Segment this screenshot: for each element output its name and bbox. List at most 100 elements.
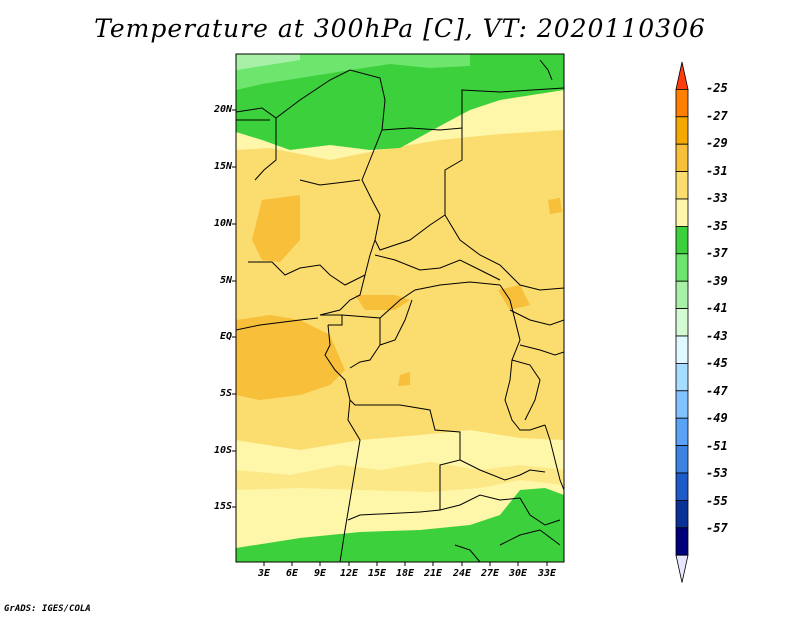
lon-ticks — [263, 562, 548, 566]
border-kenya — [509, 309, 564, 326]
colorbar-label: -29 — [706, 136, 728, 150]
border-congo-north — [379, 281, 501, 319]
colorbar-segment — [675, 171, 689, 200]
colorbar-segment — [675, 253, 689, 282]
colorbar-segment — [675, 198, 689, 227]
colorbar-label: -45 — [706, 356, 728, 370]
colorbar-label: -51 — [706, 439, 728, 453]
border-zambia-south — [439, 494, 521, 511]
colorbar-segment — [675, 472, 689, 501]
border-south — [454, 544, 481, 562]
colorbar-segment — [675, 89, 689, 118]
border-mozambique — [519, 497, 561, 526]
colorbar-segment — [675, 499, 689, 529]
border-congo-drc — [379, 299, 413, 346]
colorbar-segment — [675, 225, 689, 255]
lat-label-eq: EQ — [219, 331, 232, 342]
coast-gulf-guinea — [236, 317, 319, 331]
colorbar-label: -49 — [706, 411, 728, 425]
colorbar-label: -37 — [706, 246, 728, 260]
border-nigeria-north — [299, 179, 361, 186]
colorbar-segment — [675, 116, 689, 145]
lat-label-5n: 5N — [219, 275, 232, 286]
colorbar-label: -43 — [706, 329, 728, 343]
lat-label-15s: 15S — [213, 501, 232, 512]
colorbar-label: -35 — [706, 219, 728, 233]
patch-29-central — [355, 295, 410, 310]
patch-29-small — [398, 372, 410, 386]
colorbar-label: -55 — [706, 494, 728, 508]
border-lake — [511, 359, 541, 421]
border-cameroon — [319, 274, 366, 316]
colorbar-label: -39 — [706, 274, 728, 288]
colorbar-arrow-bottom — [675, 554, 689, 583]
lon-label-30e: 30E — [508, 568, 528, 579]
border-angola-coast — [339, 399, 361, 562]
colorbar — [675, 61, 689, 583]
border-gabon-congo — [341, 314, 381, 369]
colorbar-segment — [675, 527, 689, 556]
colorbar-segment — [675, 143, 689, 172]
border-zambia — [459, 459, 546, 481]
colorbar-segment — [675, 280, 689, 310]
border-eq-guinea — [320, 314, 343, 326]
colorbar-segment — [675, 362, 689, 392]
border-west — [254, 118, 277, 181]
border-tanzania — [544, 424, 564, 491]
lon-label-27e: 27E — [480, 568, 500, 579]
lon-label-6e: 6E — [285, 568, 299, 579]
border-sudan-south — [444, 214, 564, 291]
border-niger-nigeria — [236, 69, 386, 286]
map-title: Temperature at 300hPa [C], VT: 202011030… — [94, 14, 706, 43]
lat-label-10n: 10N — [213, 218, 232, 229]
south-green-37 — [236, 488, 564, 562]
colorbar-arrow-top — [675, 61, 689, 90]
border-drc-east — [499, 284, 546, 431]
border-gabon-coast — [324, 324, 351, 401]
lon-label-12e: 12E — [339, 568, 359, 579]
colorbar-segment — [675, 390, 689, 419]
colorbar-label: -53 — [706, 466, 728, 480]
lat-label-15n: 15N — [213, 161, 232, 172]
border-sudan-north — [461, 87, 564, 128]
credit-text: GrADS: IGES/COLA — [4, 604, 91, 614]
patch-29-nigeria — [252, 195, 300, 262]
lon-label-3e: 3E — [257, 568, 271, 579]
colorbar-segment — [675, 445, 689, 474]
coast-north-east — [539, 59, 553, 81]
lon-label-24e: 24E — [452, 568, 472, 579]
lat-label-10s: 10S — [213, 445, 232, 456]
temperature-field — [236, 54, 564, 562]
north-green-41 — [236, 54, 300, 70]
colorbar-label: -25 — [706, 81, 728, 95]
lat-label-20n: 20N — [213, 104, 232, 115]
border-uganda — [519, 344, 564, 356]
border-car — [374, 254, 501, 281]
border-chad — [374, 127, 463, 251]
patch-29-ne — [548, 198, 562, 214]
colorbar-label: -33 — [706, 191, 728, 205]
colorbar-segment — [675, 308, 689, 337]
north-green-37 — [236, 54, 564, 150]
lon-label-15e: 15E — [367, 568, 387, 579]
lon-label-18e: 18E — [395, 568, 415, 579]
colorbar-segment — [675, 417, 689, 447]
colorbar-label: -27 — [706, 109, 728, 123]
lat-label-5s: 5S — [219, 388, 232, 399]
lon-label-33e: 33E — [537, 568, 557, 579]
colorbar-label: -47 — [706, 384, 728, 398]
border-angola-namibia — [347, 511, 421, 521]
border-angola-drc — [349, 399, 461, 513]
patch-29-gulf — [236, 315, 345, 400]
colorbar-label: -41 — [706, 301, 728, 315]
colorbar-segment — [675, 335, 689, 364]
border-south-east — [499, 529, 561, 546]
borders — [236, 59, 564, 562]
patch-29-east — [498, 285, 530, 310]
colorbar-label: -31 — [706, 164, 728, 178]
map-frame — [235, 53, 565, 563]
lon-label-21e: 21E — [423, 568, 443, 579]
lat-ticks — [232, 109, 236, 508]
lon-label-9e: 9E — [313, 568, 327, 579]
